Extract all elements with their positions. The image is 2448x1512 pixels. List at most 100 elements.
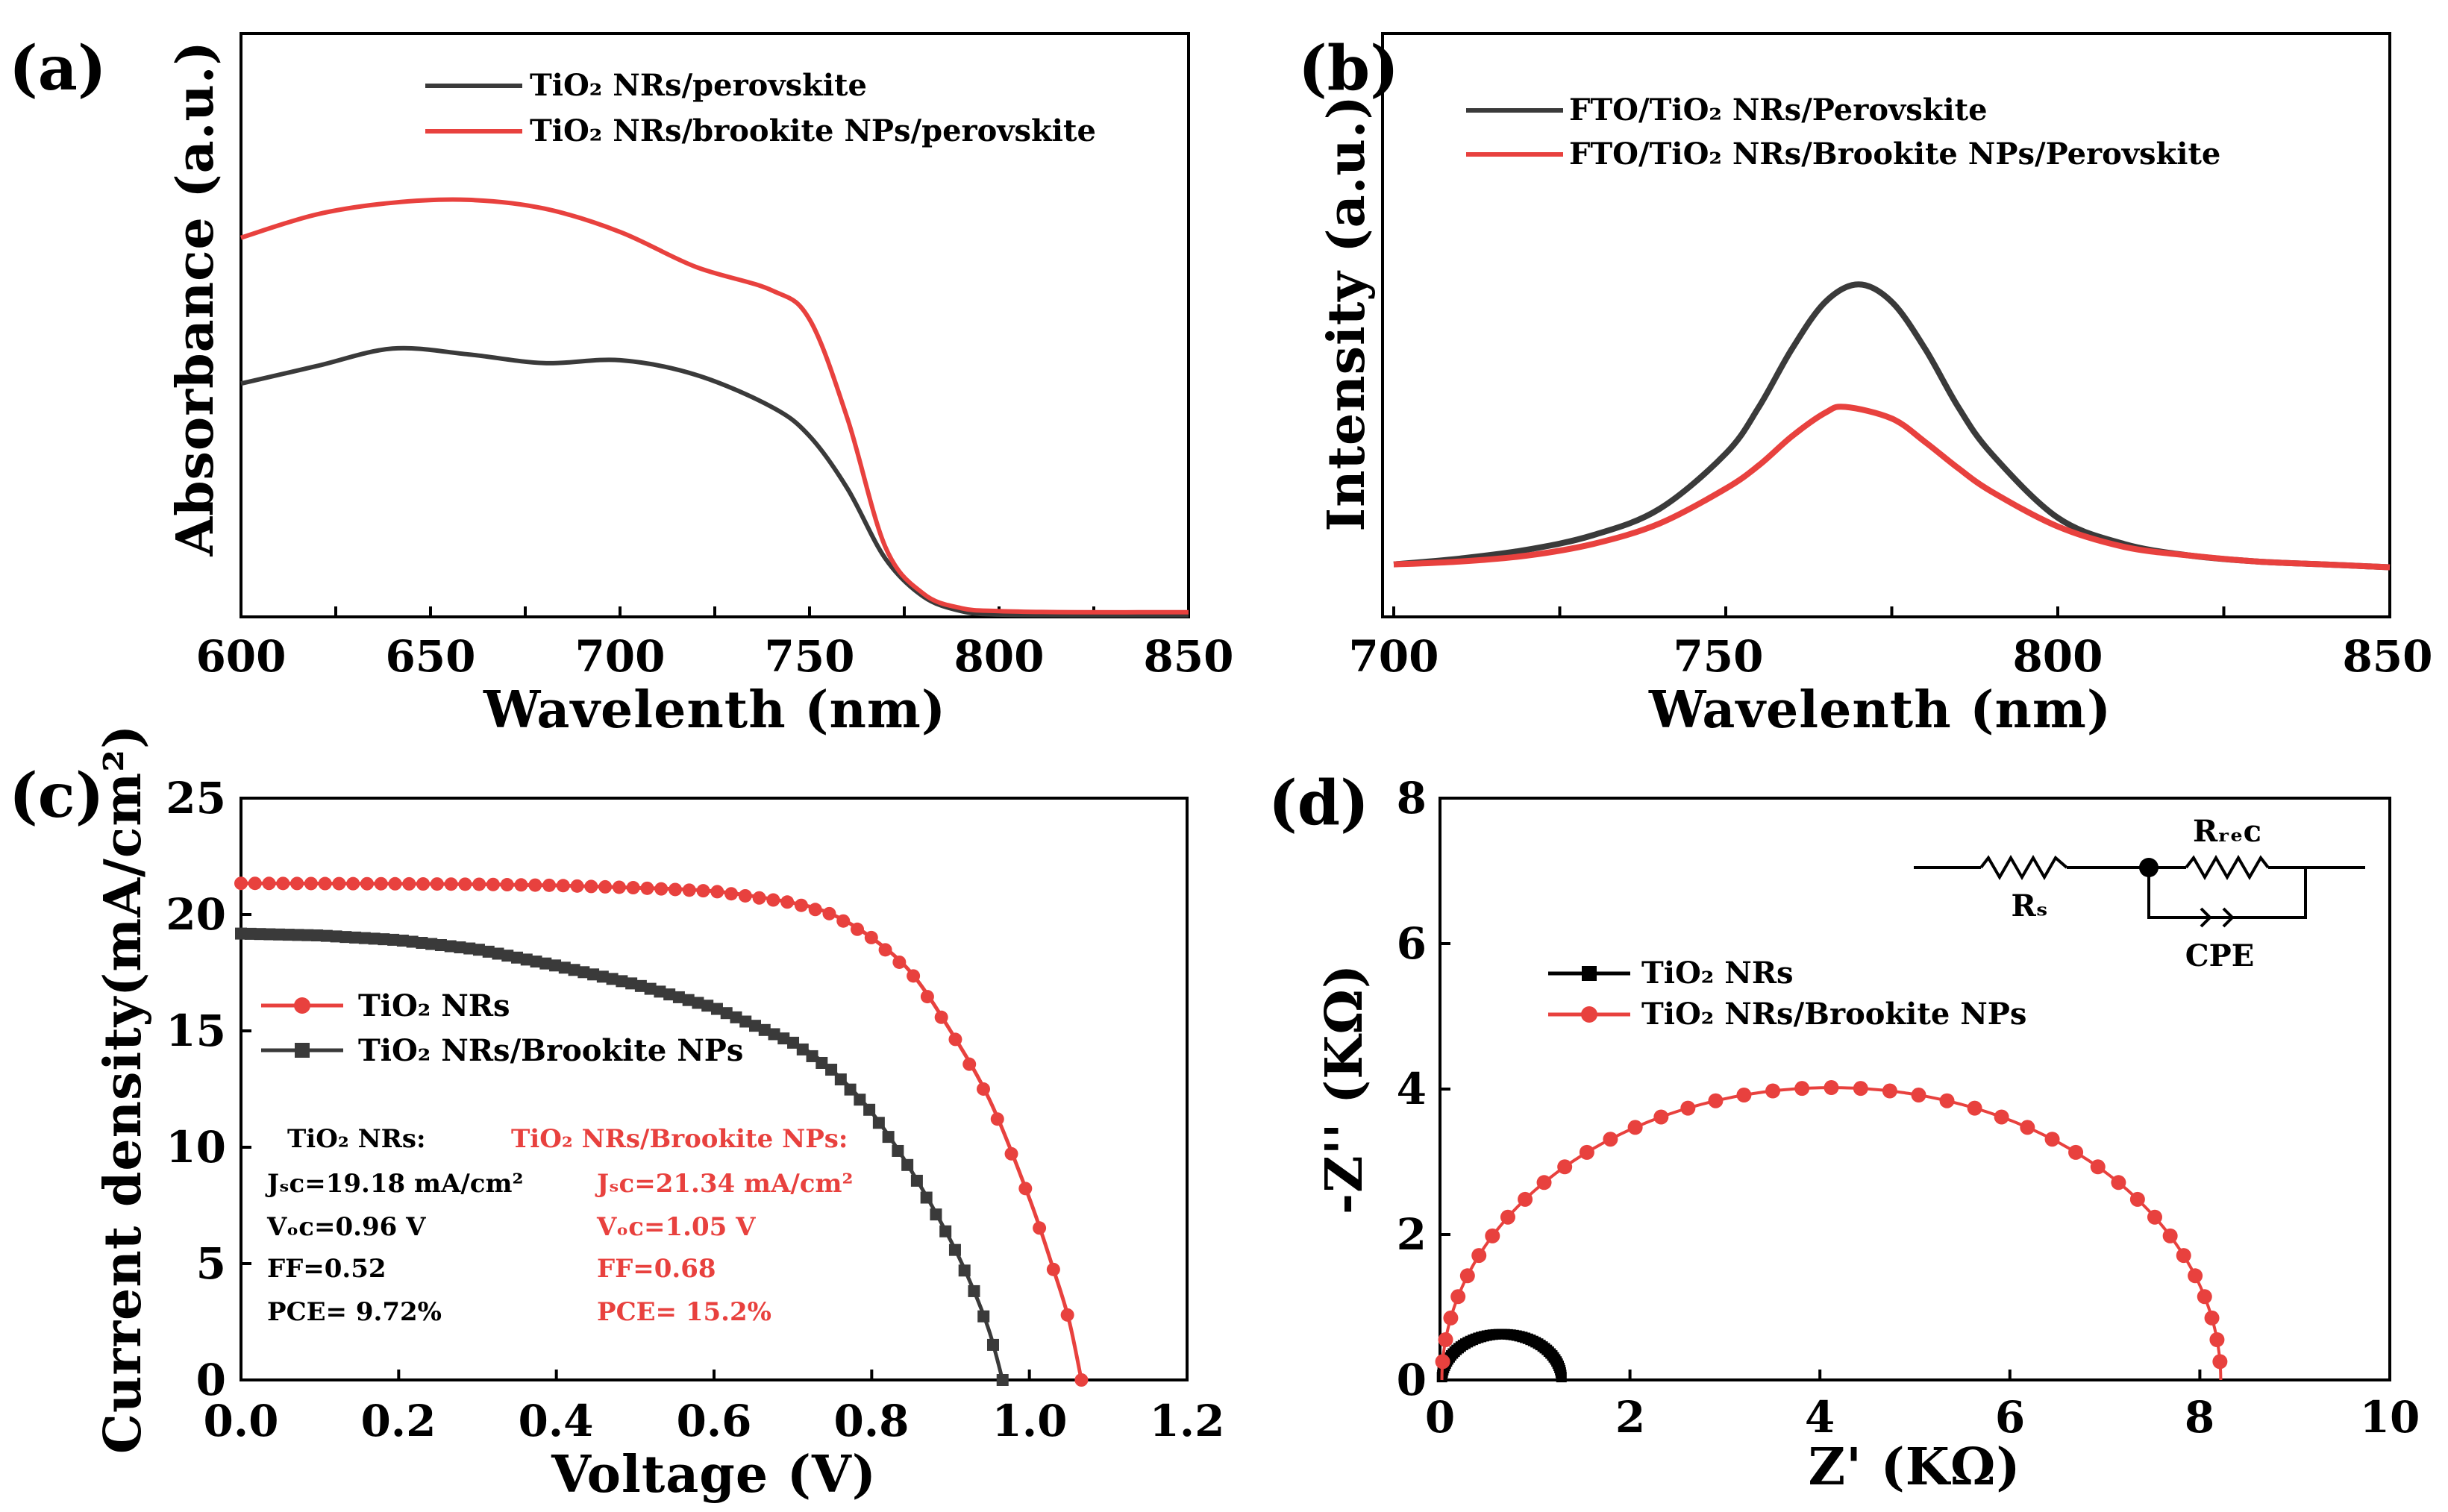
data-point — [358, 932, 371, 944]
data-point — [1994, 1109, 2009, 1125]
legend-label: FTO/TiO₂ NRs/Brookite NPs/Perovskite — [1569, 137, 2220, 172]
legend-label: TiO₂ NRs — [358, 988, 510, 1023]
panel-d-xtick: 0 — [1425, 1392, 1455, 1443]
stat-header-left: TiO₂ NRs: — [287, 1124, 426, 1154]
data-point — [1074, 1373, 1089, 1387]
data-point — [724, 887, 739, 901]
legend-marker-square — [1582, 966, 1597, 981]
legend-label: TiO₂ NRs/perovskite — [530, 68, 867, 103]
panel-a-plot-area — [240, 197, 1189, 618]
panel-c-plot-area — [234, 797, 1189, 1387]
data-point — [2162, 1228, 2178, 1243]
data-point — [864, 930, 878, 944]
stat-pce-right: PCE= 15.2% — [597, 1297, 771, 1327]
data-point — [907, 969, 921, 983]
data-point — [2212, 1354, 2228, 1370]
data-point — [930, 1208, 942, 1221]
panel-d-ytick: 2 — [1397, 1209, 1427, 1260]
panel-a-ylabel: Absorbance (a.u.) — [166, 40, 225, 556]
data-point — [872, 1117, 885, 1129]
panel-d-label: (d) — [1268, 768, 1369, 839]
panel-c-xtick: 1.0 — [992, 1396, 1068, 1446]
data-point — [396, 934, 409, 947]
series-line — [1393, 281, 2391, 571]
stat-voc-right: Vₒᴄ=1.05 V — [596, 1212, 756, 1242]
data-point — [263, 928, 276, 941]
data-point — [1033, 1221, 1047, 1235]
data-point — [463, 942, 476, 955]
data-point — [2176, 1248, 2191, 1264]
data-point — [1882, 1083, 1897, 1099]
data-point — [2111, 1175, 2126, 1191]
legend-label: TiO₂ NRs — [1641, 956, 1794, 991]
data-point — [500, 878, 514, 892]
data-point — [1060, 1308, 1074, 1322]
panel-c-y-ticks: 0 5 10 15 20 25 — [166, 773, 226, 1405]
panel-d-xtick: 6 — [1995, 1392, 2025, 1443]
data-point — [482, 945, 495, 958]
data-point — [934, 1010, 948, 1024]
legend-label: TiO₂ NRs/Brookite NPs — [1641, 997, 2026, 1032]
panel-a-xtick: 850 — [1143, 631, 1233, 682]
panel-c-x-ticks: 0.0 0.2 0.4 0.6 0.8 1.0 1.2 — [204, 1396, 1225, 1446]
data-point — [2204, 1310, 2220, 1326]
data-point — [492, 947, 504, 960]
data-point — [1438, 1331, 1453, 1347]
data-point — [596, 970, 609, 983]
data-point — [777, 1032, 790, 1045]
panel-c-label: (c) — [9, 760, 104, 832]
data-point — [1627, 1120, 1643, 1135]
data-point — [2044, 1132, 2060, 1147]
data-point — [1485, 1228, 1500, 1243]
data-point — [472, 944, 485, 956]
panel-c-xtick: 0.2 — [361, 1396, 436, 1446]
data-point — [472, 877, 486, 891]
series-line — [240, 197, 1189, 615]
data-point — [434, 939, 447, 952]
resistor-rrec — [2185, 854, 2270, 881]
data-point — [1556, 1372, 1567, 1383]
data-point — [920, 1191, 933, 1204]
panel-d-xtick: 2 — [1615, 1392, 1645, 1443]
data-point — [616, 975, 628, 988]
panel-d-plot-area — [1435, 797, 2391, 1383]
data-point — [430, 877, 444, 891]
data-point — [262, 876, 276, 891]
data-point — [1435, 1354, 1450, 1370]
data-point — [301, 929, 314, 941]
data-point — [425, 938, 438, 950]
data-point — [2068, 1144, 2084, 1160]
panel-c-ytick: 20 — [166, 889, 226, 940]
panel-c-ytick: 10 — [166, 1122, 226, 1173]
data-point — [794, 898, 808, 912]
data-point — [568, 964, 580, 976]
data-point — [244, 927, 257, 940]
data-point — [2129, 1191, 2145, 1207]
circuit-label-rs: Rₛ — [2011, 888, 2047, 923]
resistor-rs — [1979, 854, 2068, 881]
data-point — [1911, 1088, 1926, 1103]
data-point — [758, 1023, 771, 1036]
panel-d-ylabel: -Z'' (KΩ) — [1315, 964, 1374, 1214]
panel-c-xtick: 0.6 — [677, 1396, 752, 1446]
data-point — [304, 876, 318, 891]
data-point — [454, 941, 466, 954]
data-point — [892, 1144, 904, 1157]
data-point — [388, 876, 402, 891]
panel-a-xtick: 650 — [385, 631, 475, 682]
series-line — [240, 345, 1189, 618]
data-point — [730, 1011, 742, 1023]
panel-a-label: (a) — [9, 33, 107, 104]
legend-marker-circle — [294, 997, 310, 1014]
data-point — [808, 903, 822, 917]
data-point — [738, 888, 752, 903]
data-point — [514, 878, 528, 892]
data-point — [878, 943, 892, 957]
data-point — [962, 1057, 977, 1071]
panel-b-ylabel: Intensity (a.u.) — [1317, 95, 1377, 531]
data-point — [368, 932, 381, 945]
data-point — [1500, 1209, 1515, 1225]
data-point — [549, 959, 562, 972]
panel-b-frame — [1381, 32, 2391, 618]
